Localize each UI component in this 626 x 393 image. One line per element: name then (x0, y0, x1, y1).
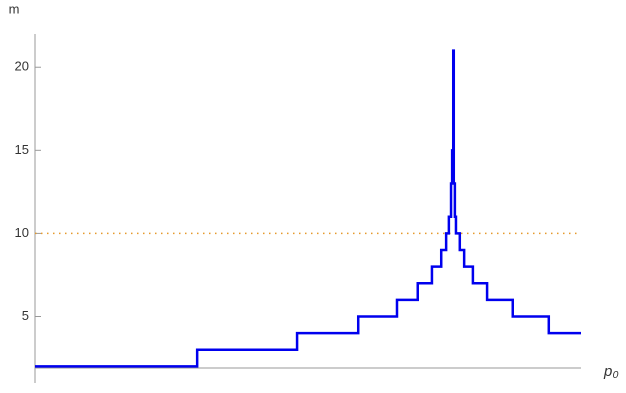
y-tick-label: 20 (15, 59, 29, 74)
y-axis-label: m (9, 1, 20, 16)
y-tick-label: 15 (15, 142, 29, 157)
y-tick-label: 10 (15, 225, 29, 240)
x-axis-label: p₀ (603, 363, 619, 380)
y-tick-label: 5 (22, 308, 29, 323)
line-series (35, 49, 581, 368)
